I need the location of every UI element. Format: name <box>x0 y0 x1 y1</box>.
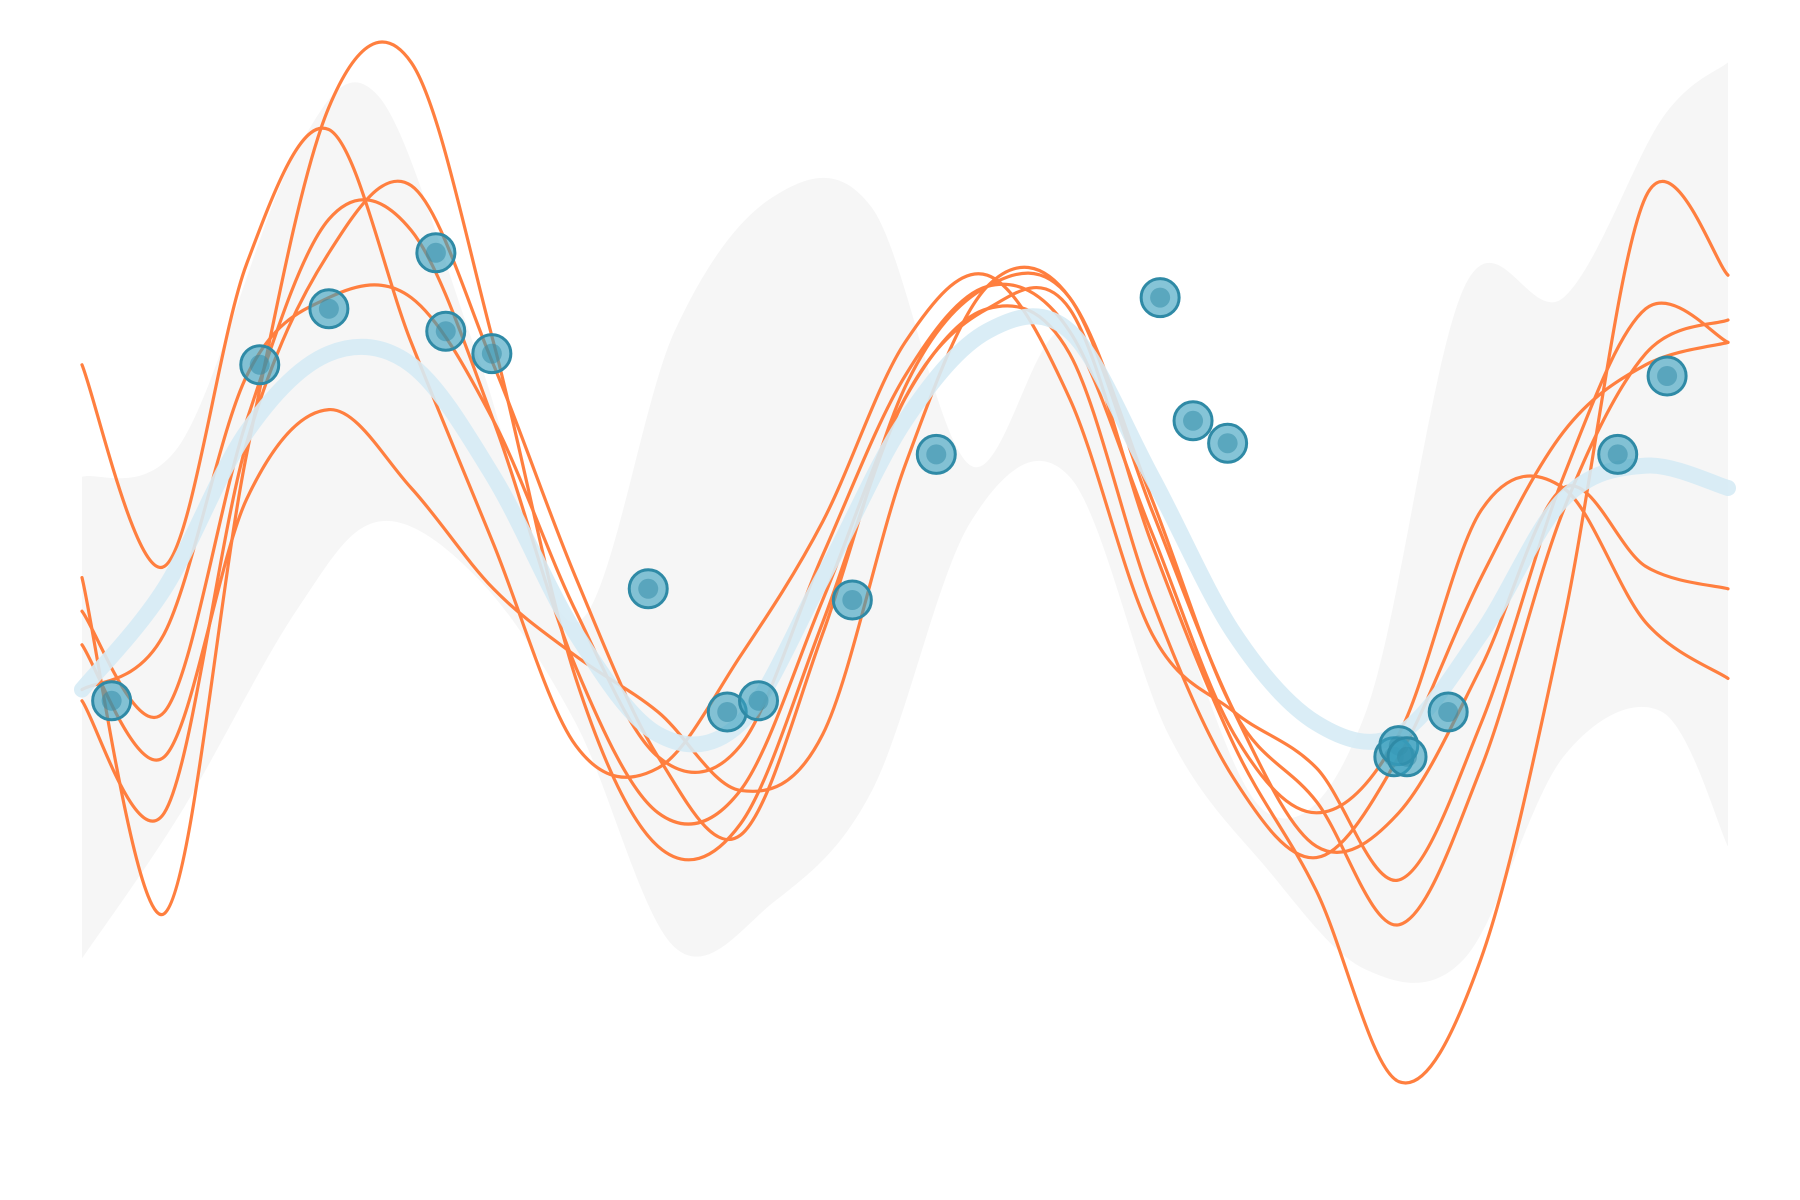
observation-point <box>738 680 780 722</box>
observation-point <box>415 232 457 274</box>
observation-point-core <box>748 690 769 711</box>
observation-point <box>1646 355 1688 397</box>
sample-curve-3 <box>80 282 1730 815</box>
observation-point-core <box>481 343 502 364</box>
observation-point-core <box>425 242 446 263</box>
observation-point-core <box>1438 702 1459 722</box>
observation-point-core <box>435 321 456 342</box>
observation-point <box>91 680 133 722</box>
observation-point <box>425 310 467 352</box>
observation-point <box>1139 277 1181 319</box>
observation-point-core <box>1217 433 1238 454</box>
observations-layer <box>91 232 1688 778</box>
observation-point <box>1597 433 1639 475</box>
uncertainty-band-layer <box>82 62 1728 983</box>
observation-point-core <box>1183 410 1204 431</box>
observation-point-core <box>318 298 339 319</box>
observation-point-core <box>842 590 863 610</box>
sample-curve-1 <box>80 126 1730 882</box>
observation-point <box>1207 422 1249 464</box>
observation-point <box>239 344 281 386</box>
observation-point-core <box>1607 444 1628 465</box>
observation-point-core <box>717 702 738 722</box>
observation-point <box>1427 691 1469 733</box>
observation-point-core <box>638 578 659 599</box>
observation-point <box>1172 400 1214 442</box>
observation-point <box>915 433 957 475</box>
observation-point <box>471 333 513 375</box>
observation-point-core <box>1150 287 1171 308</box>
observation-point-core <box>926 444 947 465</box>
observation-point-core <box>1397 746 1418 767</box>
observation-point <box>308 288 350 330</box>
observation-point <box>627 568 669 610</box>
observation-point <box>1386 736 1428 778</box>
sample-curve-4 <box>80 265 1730 854</box>
observation-point-core <box>1657 366 1678 386</box>
uncertainty-band <box>82 62 1728 983</box>
observation-point <box>831 579 873 621</box>
observation-point <box>706 691 748 733</box>
observation-point-core <box>101 690 122 711</box>
observation-point-core <box>249 354 270 375</box>
